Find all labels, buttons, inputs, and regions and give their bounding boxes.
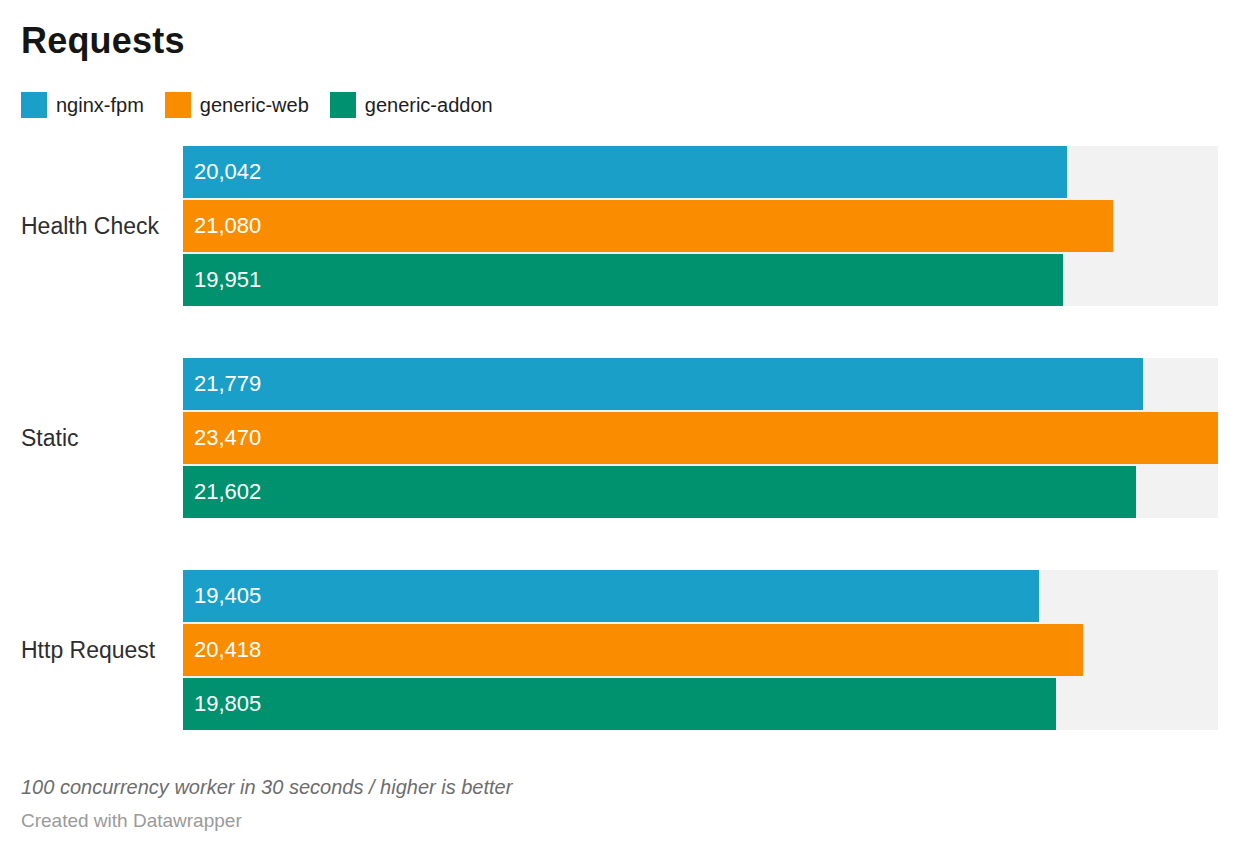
bar: 21,602 [183, 466, 1136, 518]
bar-track: 19,405 20,418 19,805 [183, 570, 1218, 730]
bar-row: 23,470 [183, 412, 1218, 464]
bar-row: 21,080 [183, 200, 1218, 252]
bar-row: 21,602 [183, 466, 1218, 518]
bar-value-label: 21,779 [194, 373, 261, 395]
bar-row: 20,042 [183, 146, 1218, 198]
legend-item: generic-web [165, 92, 309, 118]
bar-value-label: 21,080 [194, 215, 261, 237]
legend-item-label: generic-web [200, 95, 309, 115]
bar-value-label: 20,042 [194, 161, 261, 183]
bar-chart: Health Check20,04221,08019,951Static21,7… [21, 146, 1218, 730]
bar-row: 21,779 [183, 358, 1218, 410]
bar-group: Http Request 19,405 20,418 19,805 [21, 570, 1218, 730]
bar-track: 21,779 23,470 21,602 [183, 358, 1218, 518]
legend: nginx-fpm generic-web generic-addon [21, 92, 1218, 118]
bar: 21,080 [183, 200, 1113, 252]
bar-value-label: 21,602 [194, 481, 261, 503]
page-title: Requests [21, 20, 1218, 61]
bar-row: 19,805 [183, 678, 1218, 730]
bar: 23,470 [183, 412, 1218, 464]
legend-swatch [21, 92, 47, 118]
legend-swatch [165, 92, 191, 118]
bar-value-label: 19,951 [194, 269, 261, 291]
bar-track: 20,042 21,080 19,951 [183, 146, 1218, 306]
bar: 21,779 [183, 358, 1143, 410]
bar: 19,405 [183, 570, 1039, 622]
bar-value-label: 19,805 [194, 693, 261, 715]
bar: 19,951 [183, 254, 1063, 306]
category-label: Http Request [21, 637, 183, 665]
bar: 20,042 [183, 146, 1067, 198]
bar-group: Static 21,779 23,470 21,602 [21, 358, 1218, 518]
bar-value-label: 23,470 [194, 427, 261, 449]
bar: 19,805 [183, 678, 1056, 730]
category-label: Static [21, 425, 183, 453]
legend-item-label: generic-addon [365, 95, 493, 115]
chart-note: 100 concurrency worker in 30 seconds / h… [21, 775, 1218, 799]
bar-row: 19,951 [183, 254, 1218, 306]
legend-item-label: nginx-fpm [56, 95, 144, 115]
datawrapper-attribution[interactable]: Created with Datawrapper [21, 810, 242, 833]
bar-row: 20,418 [183, 624, 1218, 676]
category-label: Health Check [21, 213, 183, 241]
legend-item: nginx-fpm [21, 92, 144, 118]
bar-row: 19,405 [183, 570, 1218, 622]
legend-swatch [330, 92, 356, 118]
chart-container: Requests nginx-fpm generic-web generic-add… [0, 0, 1240, 833]
bar-value-label: 20,418 [194, 639, 261, 661]
bar: 20,418 [183, 624, 1083, 676]
legend-item: generic-addon [330, 92, 493, 118]
bar-group: Health Check 20,042 21,080 19,951 [21, 146, 1218, 306]
bar-value-label: 19,405 [194, 585, 261, 607]
